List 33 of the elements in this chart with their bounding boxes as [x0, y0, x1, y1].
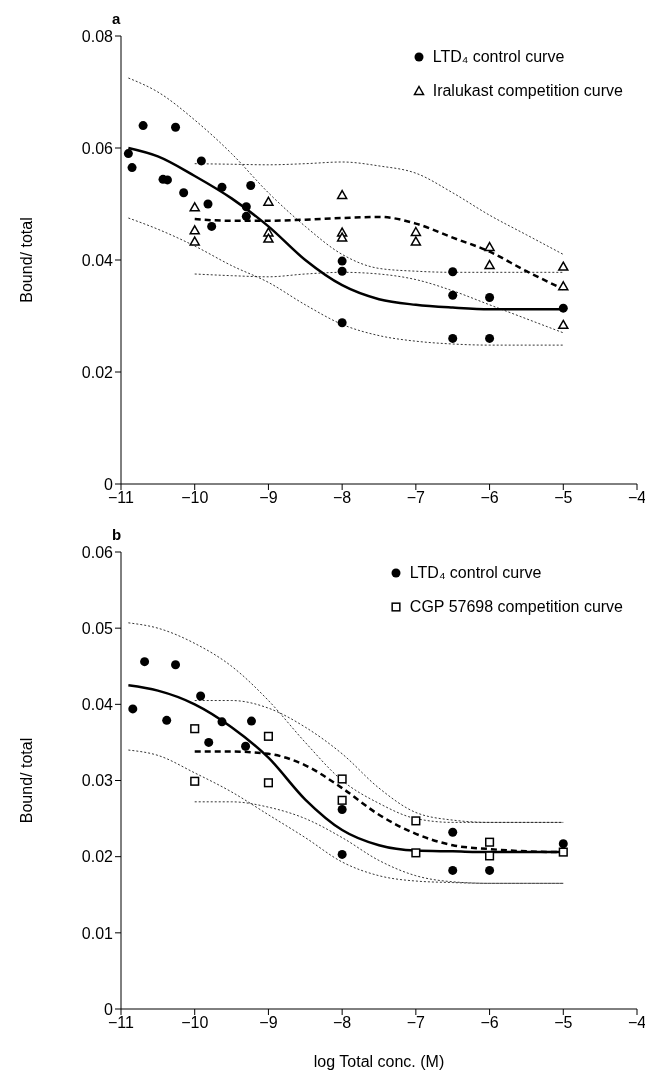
x-tick-label: −5	[554, 1014, 573, 1032]
legend-label: LTD₄ control curve	[409, 563, 542, 583]
x-tick-label: −6	[480, 1014, 499, 1032]
legend-label: LTD₄ control curve	[432, 47, 565, 67]
y-tick-label: 0.03	[81, 772, 114, 790]
x-tick-label: −7	[406, 1014, 426, 1032]
y-tick-label: 0.02	[81, 848, 114, 866]
x-tick-label: −10	[181, 489, 209, 507]
x-axis-title: log Total conc. (M)	[313, 1053, 445, 1070]
y-axis-title: Bound/ total	[17, 217, 35, 303]
x-tick-label: −9	[259, 489, 278, 507]
x-tick-label: −6	[480, 489, 499, 507]
y-tick-label: 0.05	[81, 619, 114, 637]
y-tick-label: 0.06	[81, 139, 114, 157]
x-tick-label: −7	[406, 489, 426, 507]
x-tick-label: −8	[333, 1014, 352, 1032]
y-tick-label: 0.02	[81, 363, 114, 381]
x-tick-label: −10	[181, 1014, 209, 1032]
x-tick-label: −5	[554, 489, 573, 507]
y-tick-label: 0.01	[81, 924, 114, 942]
x-tick-label: −4	[627, 1014, 645, 1032]
x-tick-label: −8	[333, 489, 352, 507]
y-tick-label: 0.08	[81, 27, 114, 45]
legend-label: Iralukast competition curve	[432, 81, 623, 101]
chart-title: a	[112, 10, 121, 27]
x-tick-label: −9	[259, 1014, 278, 1032]
chart-title: b	[112, 526, 122, 543]
x-tick-label: −4	[627, 489, 645, 507]
y-tick-label: 0.04	[81, 251, 114, 269]
y-tick-label: 0.06	[81, 543, 114, 561]
legend-label: CGP 57698 competition curve	[409, 597, 623, 617]
y-axis-title: Bound/ total	[17, 737, 35, 824]
y-tick-label: 0.04	[81, 696, 114, 714]
